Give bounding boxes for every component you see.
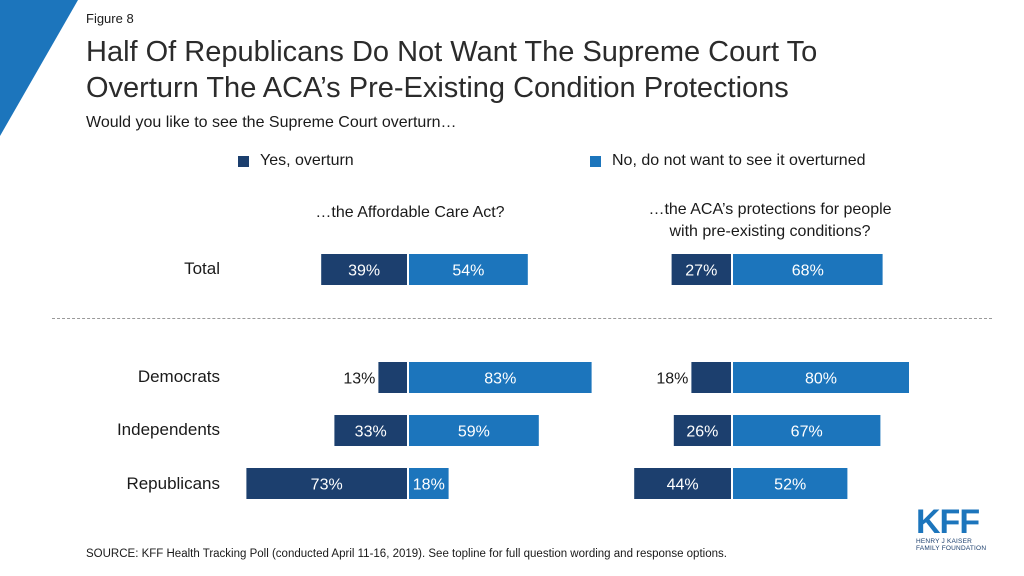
legend-swatch-no [590, 155, 601, 167]
label-yes-panel1-republicans: 73% [311, 477, 343, 494]
bar-no-panel2-republicans [733, 468, 848, 499]
label-yes-panel2-independents: 26% [686, 424, 718, 441]
bar-yes-panel1-independents [334, 415, 407, 446]
label-no-panel1-total: 54% [452, 263, 484, 280]
bar-yes-panel2-total [671, 254, 731, 285]
label-yes-panel1-independents: 33% [355, 424, 387, 441]
legend-item-no: No, do not want to see it overturned [590, 152, 865, 170]
label-yes-panel2-republicans: 44% [667, 477, 699, 494]
bar-yes-panel1-democrats [378, 362, 407, 393]
legend-label-yes: Yes, overturn [260, 152, 354, 169]
label-no-panel1-republicans: 18% [413, 477, 445, 494]
logo-line-2: FAMILY FOUNDATION [916, 545, 987, 552]
label-no-panel2-total: 68% [792, 263, 824, 280]
total-divider [52, 318, 992, 319]
row-label-total: Total [184, 259, 220, 278]
chart-subtitle: Would you like to see the Supreme Court … [86, 114, 457, 131]
label-yes-panel2-total: 27% [685, 263, 717, 280]
title-line-2: Overturn The ACA’s Pre-Existing Conditio… [86, 72, 789, 104]
bar-no-panel2-independents [733, 415, 881, 446]
bar-no-panel1-independents [409, 415, 539, 446]
bar-yes-panel2-republicans [634, 468, 731, 499]
bar-yes-panel2-independents [673, 415, 731, 446]
bar-no-panel1-republicans [409, 468, 449, 499]
figure-label: Figure 8 [86, 11, 134, 26]
panel-1-title: …the Affordable Care Act? [315, 204, 505, 221]
legend-label-no: No, do not want to see it overturned [612, 152, 866, 169]
label-yes-panel2-democrats: 18% [656, 371, 688, 388]
label-no-panel2-democrats: 80% [805, 371, 837, 388]
legend-item-yes: Yes, overturn [238, 152, 354, 170]
bar-yes-panel2-democrats [691, 362, 731, 393]
panel-2-title-line-2: with pre-existing conditions? [669, 223, 871, 240]
bar-yes-panel1-republicans [246, 468, 407, 499]
label-yes-panel1-democrats: 13% [343, 371, 375, 388]
row-label-democrats: Democrats [137, 367, 220, 386]
bar-yes-panel1-total [321, 254, 407, 285]
bar-no-panel2-total [733, 254, 883, 285]
bar-no-panel2-democrats [733, 362, 909, 393]
bar-no-panel1-total [409, 254, 528, 285]
title-line-1: Half Of Republicans Do Not Want The Supr… [86, 36, 818, 68]
label-no-panel2-republicans: 52% [774, 477, 806, 494]
row-label-independents: Independents [116, 420, 220, 439]
label-no-panel1-democrats: 83% [484, 371, 516, 388]
panel-2-title-line-1: …the ACA’s protections for people [648, 201, 892, 218]
legend-swatch-yes [238, 155, 249, 167]
label-no-panel1-independents: 59% [458, 424, 490, 441]
row-label-republicans: Republicans [126, 474, 220, 493]
kff-logo: KFF HENRY J KAISER FAMILY FOUNDATION [916, 503, 988, 552]
corner-accent [0, 0, 78, 136]
chart-title: Half Of Republicans Do Not Want The Supr… [86, 34, 986, 106]
logo-mark: KFF [916, 503, 980, 541]
panel-2-title: …the ACA’s protections for people with p… [600, 199, 940, 243]
label-yes-panel1-total: 39% [348, 263, 380, 280]
source-note: SOURCE: KFF Health Tracking Poll (conduc… [86, 548, 727, 560]
label-no-panel2-independents: 67% [791, 424, 823, 441]
logo-line-1: HENRY J KAISER [916, 538, 973, 545]
bar-no-panel1-democrats [409, 362, 592, 393]
